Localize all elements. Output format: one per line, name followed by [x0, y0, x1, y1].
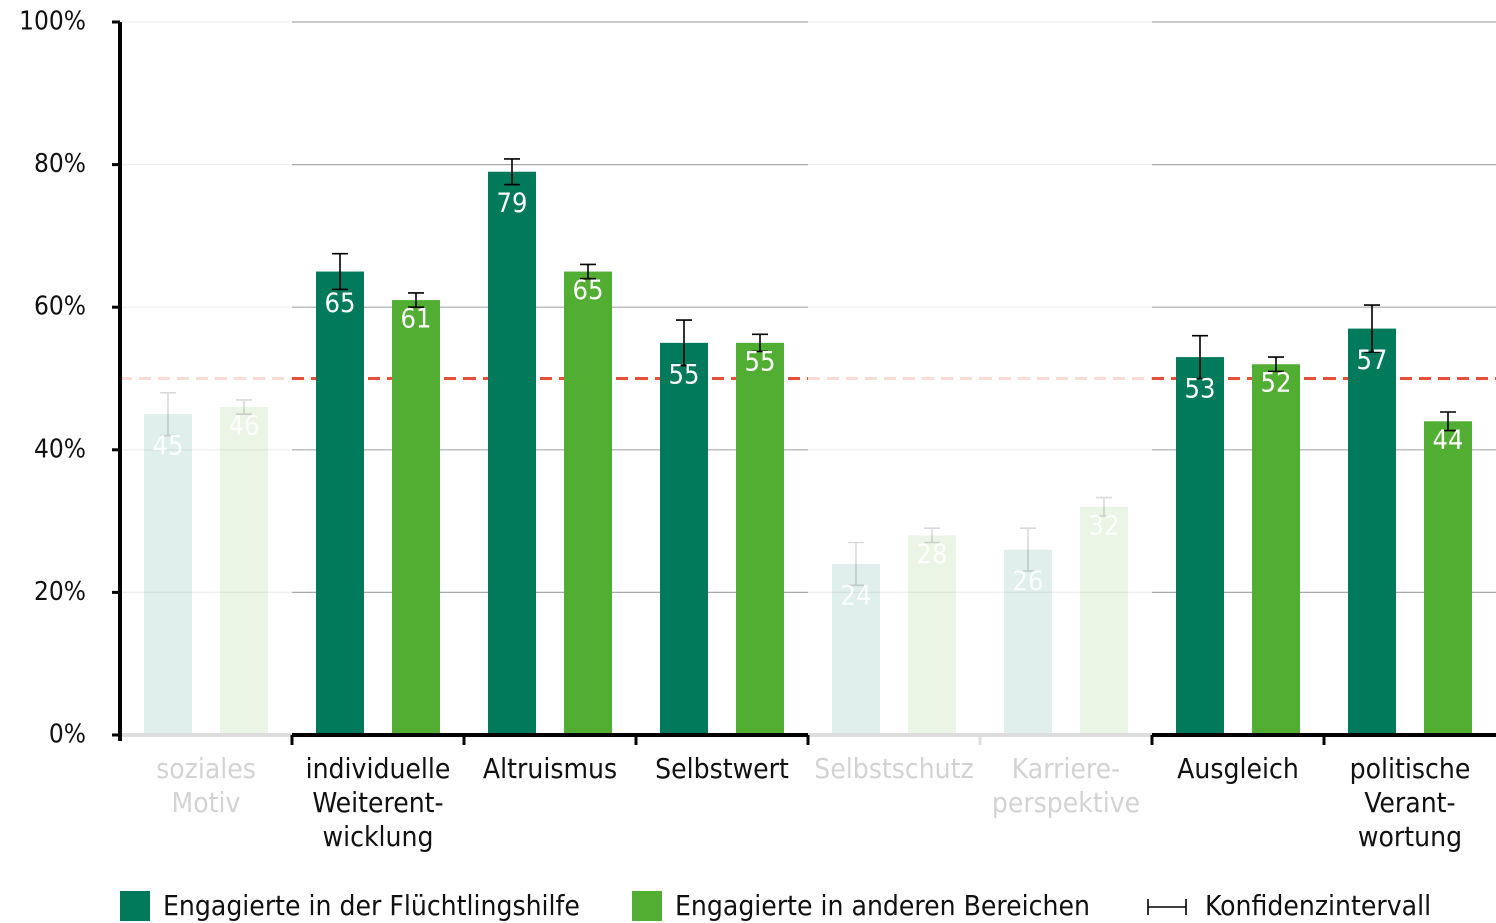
error-bar [1192, 334, 1208, 380]
bar [1176, 357, 1224, 735]
y-tick-label: 80% [34, 149, 86, 179]
error-bar [1020, 527, 1036, 572]
value-label: 44 [1433, 425, 1464, 456]
x-tick-label: Selbstwert [655, 752, 789, 785]
x-tick-label-line: Karriere- [1012, 752, 1121, 785]
value-label: 45 [153, 431, 184, 462]
x-tick-label-line: Selbstwert [655, 752, 789, 785]
legend-label: Engagierte in der Flüchtlingshilfe [163, 889, 580, 922]
error-bar [236, 399, 252, 415]
error-bar [332, 252, 348, 291]
error-bar [848, 541, 864, 587]
bar [1348, 328, 1396, 735]
error-bar [924, 527, 940, 544]
error-bar [1440, 411, 1456, 432]
y-tick-label: 60% [34, 292, 86, 322]
value-label: 65 [573, 275, 604, 306]
x-tick-label-line: Weiterent- [312, 786, 443, 819]
value-label: 53 [1185, 374, 1216, 405]
error-bar [1020, 527, 1036, 572]
y-tick-label: 40% [34, 434, 86, 464]
x-tick-label-line: soziales [156, 752, 256, 785]
value-label: 46 [229, 411, 260, 442]
value-label: 57 [1357, 345, 1388, 376]
x-tick-label-line: politische [1350, 752, 1471, 785]
error-bar [160, 391, 176, 437]
error-bar [752, 333, 768, 353]
legend-swatch [120, 891, 150, 921]
error-bar [1096, 496, 1112, 517]
error-bar [580, 263, 596, 280]
x-tick-label-line: Ausgleich [1177, 752, 1299, 785]
value-label: 55 [669, 359, 700, 390]
bar [908, 535, 956, 735]
x-tick-label-line: individuelle [306, 752, 451, 785]
error-bar [848, 541, 864, 587]
value-label: 65 [325, 288, 356, 319]
error-bar [580, 263, 596, 280]
x-tick-label-line: Motiv [172, 786, 241, 819]
bar [220, 407, 268, 735]
value-label: 26 [1013, 566, 1044, 597]
error-bar [1096, 496, 1112, 517]
error-bar [924, 527, 940, 544]
y-tick-label: 0% [49, 720, 86, 750]
error-bar [1268, 356, 1284, 373]
x-tick-label-line: Verant- [1364, 786, 1455, 819]
x-tick-label: Selbstschutz [814, 752, 974, 785]
bar [392, 300, 440, 735]
x-tick-label: Ausgleich [1177, 752, 1299, 785]
error-bar [752, 333, 768, 353]
x-tick-label-line: wicklung [323, 820, 434, 853]
value-label: 32 [1089, 510, 1120, 541]
error-bar [1268, 356, 1284, 373]
bar [1004, 549, 1052, 735]
error-bar [1364, 304, 1380, 353]
error-bar [676, 319, 692, 367]
legend-label: Konfidenzintervall [1205, 889, 1431, 922]
value-label: 79 [497, 188, 528, 219]
x-tick-label: politische Verant-wortung [1350, 752, 1471, 853]
value-label: 61 [401, 304, 432, 335]
x-tick-label: soziales Motiv [156, 752, 256, 819]
x-tick-label-line: perspektive [992, 786, 1140, 819]
legend-ci-icon [1147, 899, 1187, 915]
value-label: 24 [841, 580, 872, 611]
value-label: 28 [917, 539, 948, 570]
error-bar [332, 252, 348, 291]
bar [832, 563, 880, 735]
error-bar [408, 292, 424, 308]
bar [316, 271, 364, 735]
x-tick-label-line: Selbstschutz [814, 752, 974, 785]
value-label: 52 [1261, 368, 1292, 399]
y-tick-label: 20% [34, 577, 86, 607]
bar [144, 414, 192, 735]
error-bar [160, 391, 176, 437]
value-label: 55 [745, 346, 776, 377]
bar [1252, 364, 1300, 735]
error-bar [504, 158, 520, 186]
x-tick-label: individuelle Weiterent-wicklung [306, 752, 451, 853]
bar [1080, 506, 1128, 735]
legend-swatch [632, 891, 662, 921]
x-tick-label: Altruismus [483, 752, 617, 785]
error-bar [1192, 334, 1208, 380]
error-bar [504, 158, 520, 186]
y-tick-label: 100% [19, 7, 86, 37]
x-tick-label-line: wortung [1358, 820, 1462, 853]
x-tick-label: Karriere-perspektive [992, 752, 1140, 819]
bar [564, 271, 612, 735]
error-bar [408, 292, 424, 308]
x-tick-label-line: Altruismus [483, 752, 617, 785]
bar [1424, 421, 1472, 735]
bar [488, 171, 536, 736]
bar [736, 342, 784, 735]
bar [660, 342, 708, 735]
error-bar [1440, 411, 1456, 432]
error-bar [1364, 304, 1380, 353]
error-bar [676, 319, 692, 367]
legend-label: Engagierte in anderen Bereichen [675, 889, 1090, 922]
error-bar [236, 399, 252, 415]
